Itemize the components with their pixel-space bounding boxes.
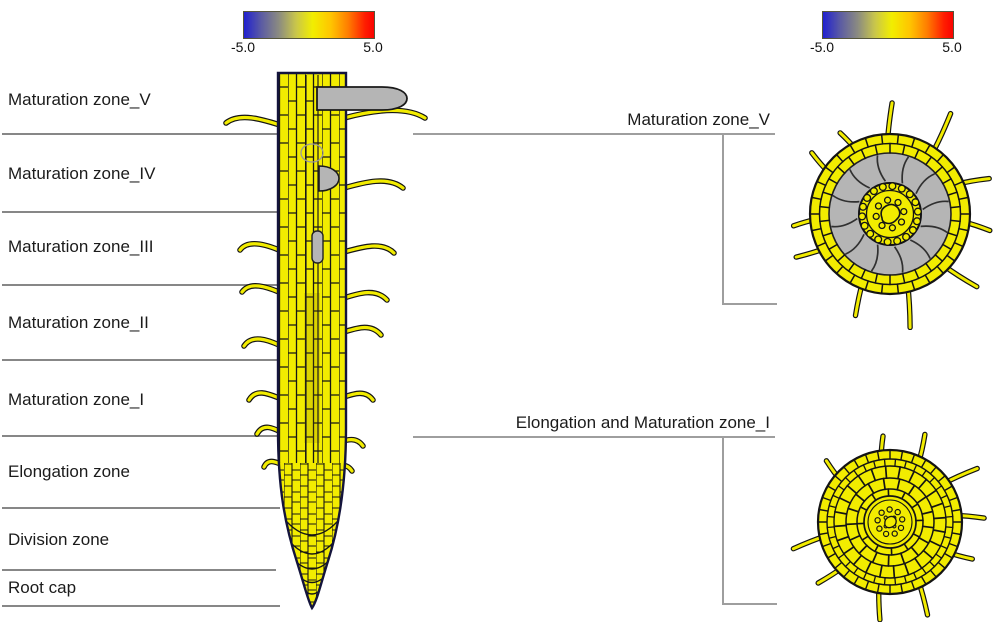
callout-connector-line — [722, 603, 777, 605]
lateral-root-primordium-bulge — [318, 165, 340, 192]
zone-label-division: Division zone — [8, 530, 110, 549]
primordium-cell-gray — [311, 230, 324, 264]
zone-divider-line — [2, 435, 283, 437]
xylem-core — [884, 515, 897, 529]
zone-label-root-cap: Root cap — [8, 578, 77, 597]
zone-divider-line — [2, 211, 283, 213]
root-longitudinal-diagram — [223, 71, 428, 611]
vascular-lines — [305, 75, 319, 463]
cell-pattern-small — [278, 463, 346, 608]
zone-divider-line — [2, 133, 283, 135]
callout-connector-line — [722, 436, 724, 604]
scale-max-label-left: 5.0 — [363, 39, 383, 55]
root-outline — [276, 71, 348, 611]
primordium-outline-faint — [300, 143, 324, 163]
callout-connector-line — [413, 436, 775, 438]
zone-label-maturation-v: Maturation zone_V — [8, 90, 151, 109]
emerged-lateral-root — [316, 86, 408, 111]
callout-connector-line — [722, 133, 724, 304]
cell-pattern-large — [278, 73, 346, 463]
zone-divider-line — [2, 284, 283, 286]
cross-section-elongation-maturation-i — [790, 431, 987, 622]
zone-label-maturation-ii: Maturation zone_II — [8, 313, 149, 332]
xylem-core — [880, 203, 901, 225]
zone-divider-line — [2, 605, 280, 607]
stele-shading — [304, 293, 320, 443]
zone-divider-line — [2, 569, 276, 571]
zone-divider-line — [2, 507, 280, 509]
scale-max-label-right: 5.0 — [942, 39, 962, 55]
callout-connector-line — [413, 133, 775, 135]
scale-min-label-left: -5.0 — [230, 39, 256, 55]
cross-section-maturation-v — [790, 100, 993, 330]
callout-label-elongation-maturation-i: Elongation and Maturation zone_I — [515, 413, 770, 432]
zone-label-maturation-iv: Maturation zone_IV — [8, 164, 156, 183]
callout-connector-line — [722, 303, 777, 305]
zone-divider-line — [2, 359, 283, 361]
scale-min-label-right: -5.0 — [809, 39, 835, 55]
zone-label-elongation: Elongation zone — [8, 462, 130, 481]
callout-label-maturation-v: Maturation zone_V — [627, 110, 770, 129]
color-scale-bar-right — [822, 11, 954, 39]
zone-label-maturation-iii: Maturation zone_III — [8, 237, 154, 256]
color-scale-bar-left — [243, 11, 375, 39]
zone-label-maturation-i: Maturation zone_I — [8, 390, 145, 409]
